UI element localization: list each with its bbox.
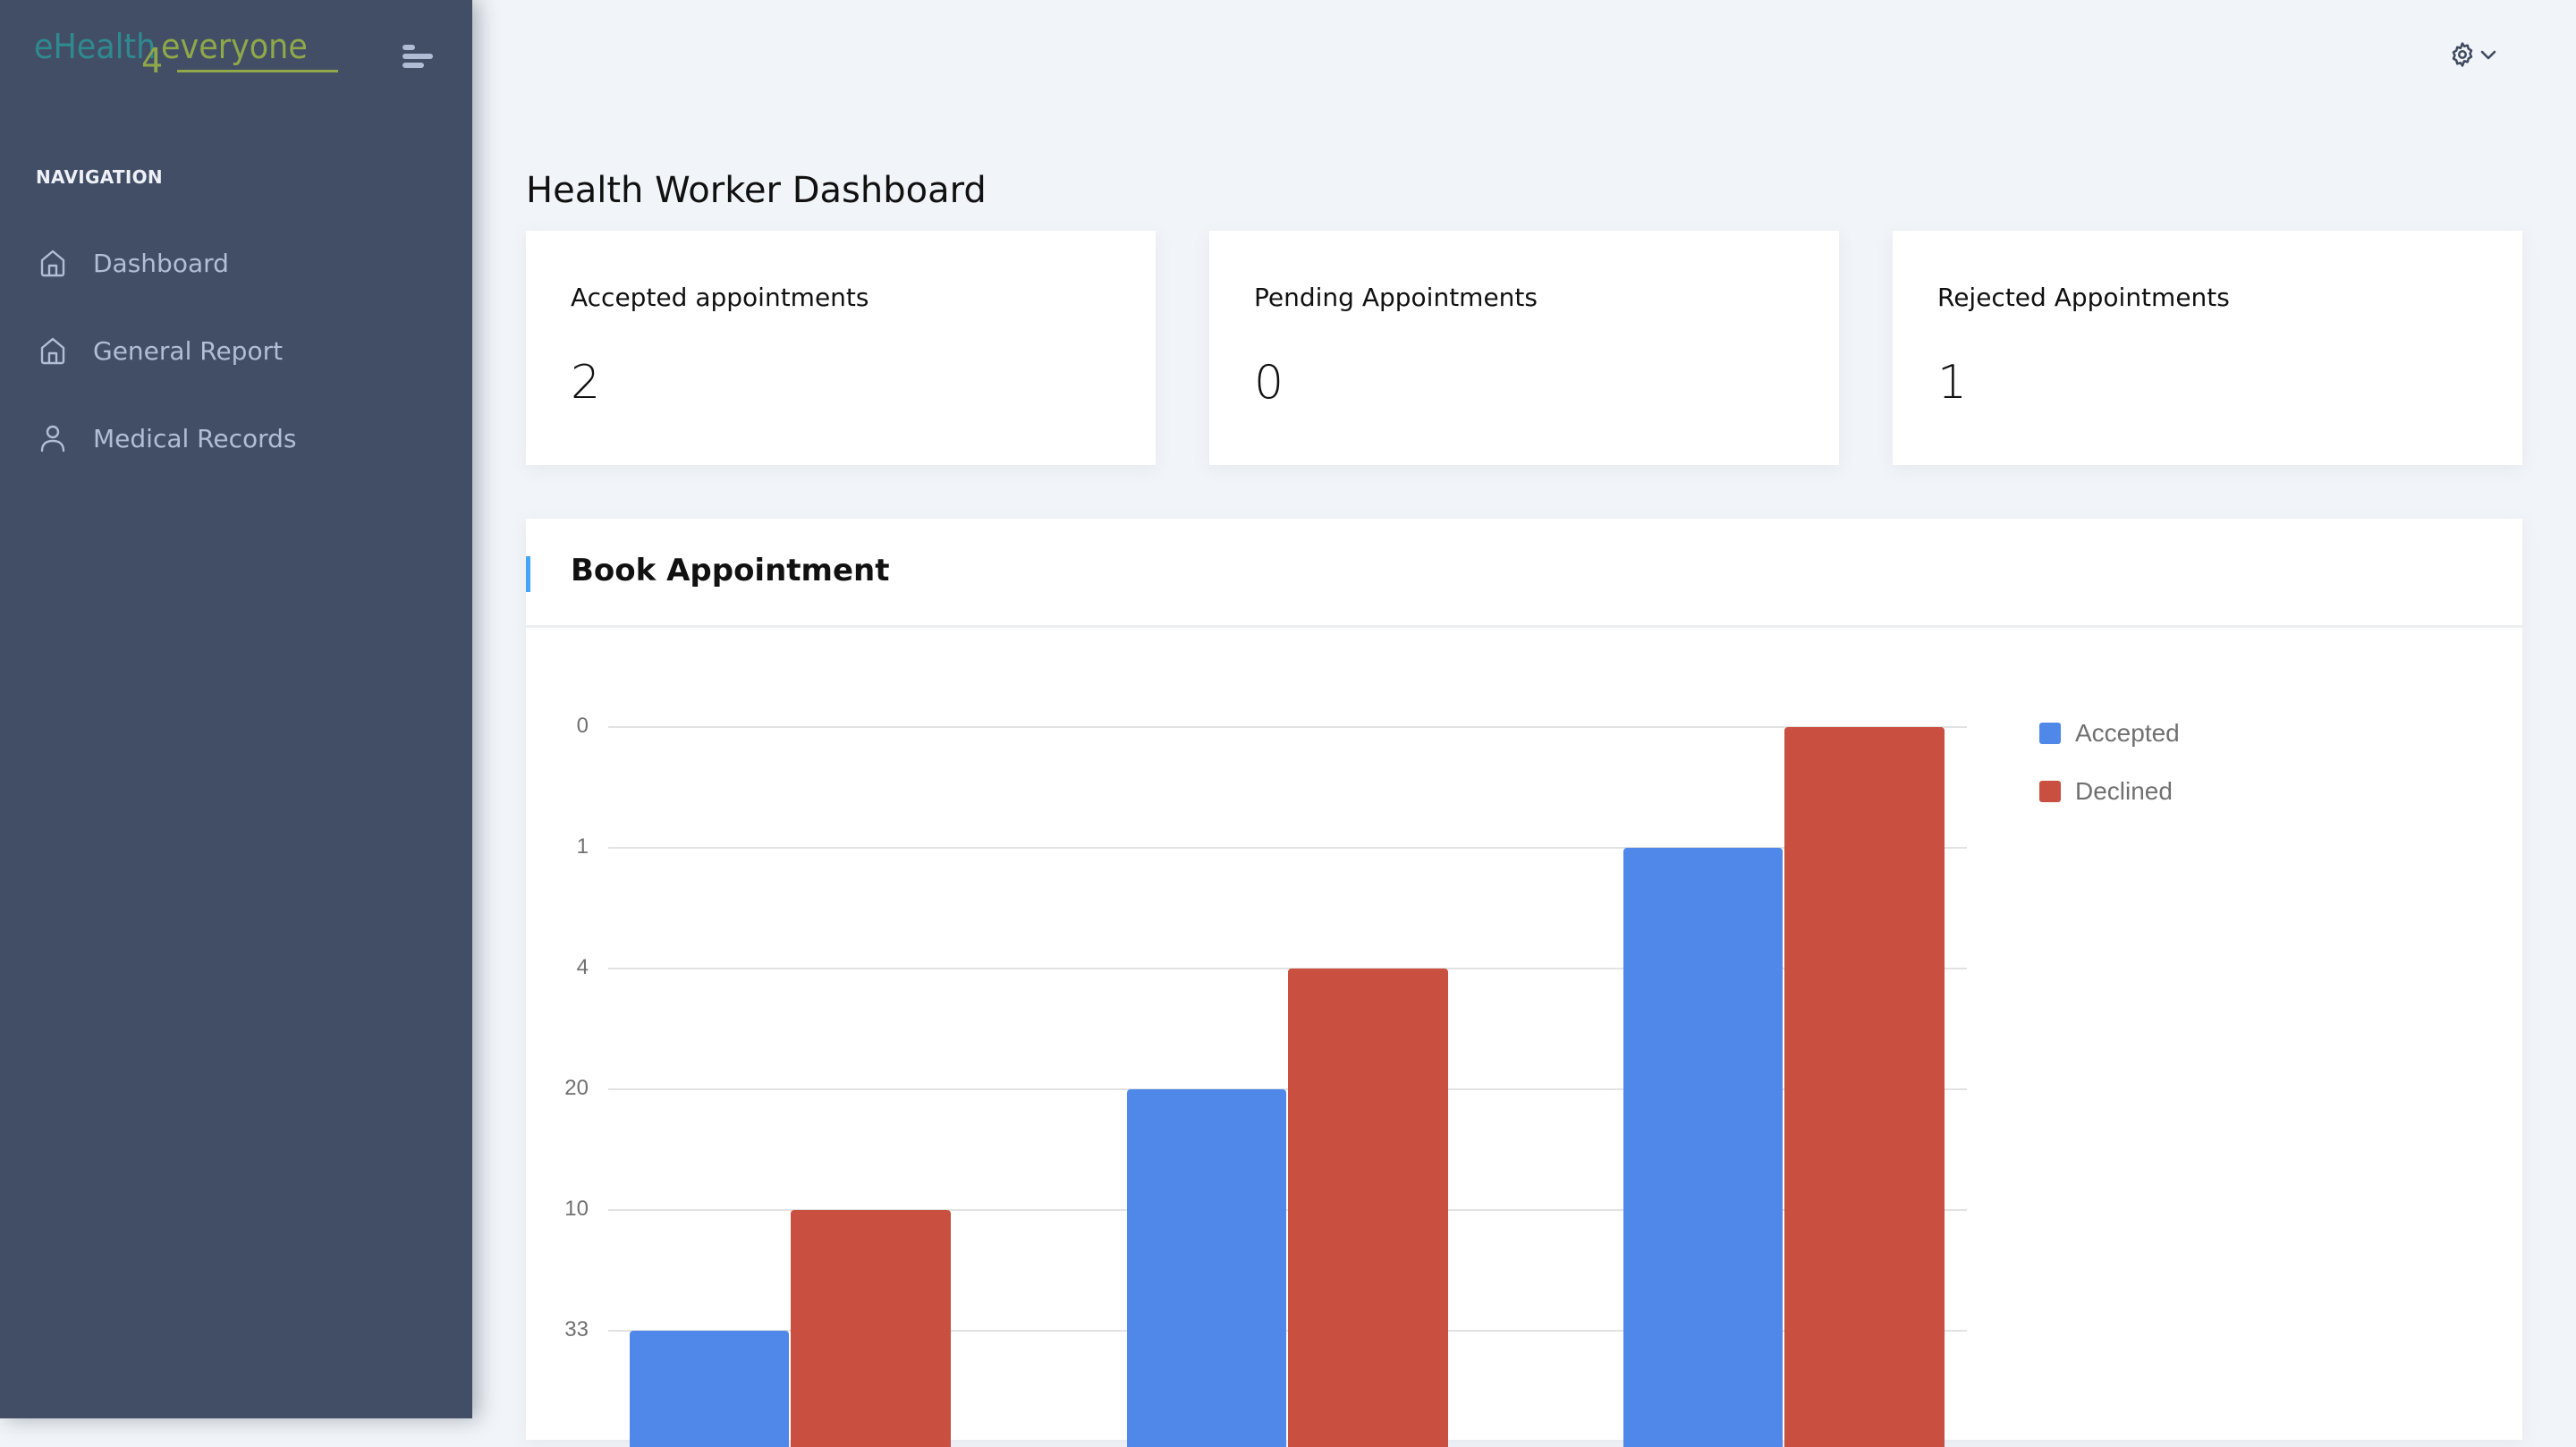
logo-text-everyone: everyone xyxy=(161,27,308,66)
y-tick-label: 10 xyxy=(564,1197,589,1221)
bar-chart: 0 1 4 20 10 33 Accepted Declined xyxy=(526,519,2522,1447)
sidebar-item-label: Dashboard xyxy=(93,248,229,278)
stat-label: Accepted appointments xyxy=(571,283,869,312)
bar-declined-3[interactable] xyxy=(1784,727,1945,1447)
stat-label: Pending Appointments xyxy=(1254,283,1538,312)
card-title: Book Appointment xyxy=(571,553,890,588)
legend-label: Accepted xyxy=(2075,719,2180,747)
book-appointment-card: Book Appointment 0 1 4 20 10 33 Accepted xyxy=(526,519,2522,1447)
app-logo[interactable]: eHealth 4 everyone xyxy=(34,27,338,84)
y-tick-label: 1 xyxy=(576,834,589,859)
y-tick-label: 20 xyxy=(564,1076,589,1100)
menu-toggle-bar xyxy=(402,45,415,50)
menu-toggle-bar xyxy=(402,63,424,68)
gridline xyxy=(608,1330,1967,1332)
bar-accepted-1[interactable] xyxy=(630,1331,789,1447)
legend-item-accepted[interactable]: Accepted xyxy=(2039,719,2180,748)
gridline xyxy=(608,847,1967,849)
home-icon xyxy=(39,336,66,365)
legend-item-declined[interactable]: Declined xyxy=(2039,777,2173,806)
menu-toggle-bar xyxy=(402,54,433,59)
bar-accepted-2[interactable] xyxy=(1127,1089,1286,1447)
stat-value: 1 xyxy=(1937,356,1968,410)
stat-value: 2 xyxy=(571,356,601,410)
bar-declined-2[interactable] xyxy=(1288,969,1448,1447)
stat-value: 0 xyxy=(1254,356,1284,410)
y-tick-label: 4 xyxy=(576,955,589,979)
gear-icon xyxy=(2449,41,2476,72)
sidebar-item-general-report[interactable]: General Report xyxy=(0,315,472,386)
logo-text-ehealth: eHealth xyxy=(34,27,157,66)
bar-declined-1[interactable] xyxy=(791,1210,951,1447)
sidebar: eHealth 4 everyone NAVIGATION Dashboard … xyxy=(0,0,472,1418)
sidebar-item-dashboard[interactable]: Dashboard xyxy=(0,227,472,299)
sidebar-item-label: Medical Records xyxy=(93,423,297,453)
sidebar-item-medical-records[interactable]: Medical Records xyxy=(0,402,472,474)
stat-label: Rejected Appointments xyxy=(1937,283,2230,312)
legend-label: Declined xyxy=(2075,777,2173,805)
home-icon xyxy=(39,249,66,277)
gridline xyxy=(608,1088,1967,1090)
header-accent-bar xyxy=(526,556,530,592)
stat-card-pending: Pending Appointments 0 xyxy=(1209,231,1839,465)
y-tick-label: 0 xyxy=(576,714,589,738)
settings-dropdown-button[interactable] xyxy=(2449,41,2503,72)
logo-text-4: 4 xyxy=(141,41,164,80)
legend-swatch-accepted xyxy=(2039,723,2061,744)
menu-toggle-button[interactable] xyxy=(402,45,435,70)
bar-accepted-3[interactable] xyxy=(1623,848,1783,1447)
nav-heading: NAVIGATION xyxy=(36,166,163,188)
gridline xyxy=(608,968,1967,969)
legend-swatch-declined xyxy=(2039,781,2061,802)
user-icon xyxy=(39,424,66,453)
stat-card-accepted: Accepted appointments 2 xyxy=(526,231,1156,465)
card-header: Book Appointment xyxy=(526,519,2522,628)
gridline xyxy=(608,1209,1967,1211)
chevron-down-icon xyxy=(2479,48,2497,65)
sidebar-item-label: General Report xyxy=(93,335,284,366)
page-title: Health Worker Dashboard xyxy=(526,170,987,211)
gridline xyxy=(608,726,1967,728)
stat-card-rejected: Rejected Appointments 1 xyxy=(1893,231,2522,465)
logo-underline xyxy=(177,70,338,72)
y-tick-label: 33 xyxy=(564,1317,589,1341)
